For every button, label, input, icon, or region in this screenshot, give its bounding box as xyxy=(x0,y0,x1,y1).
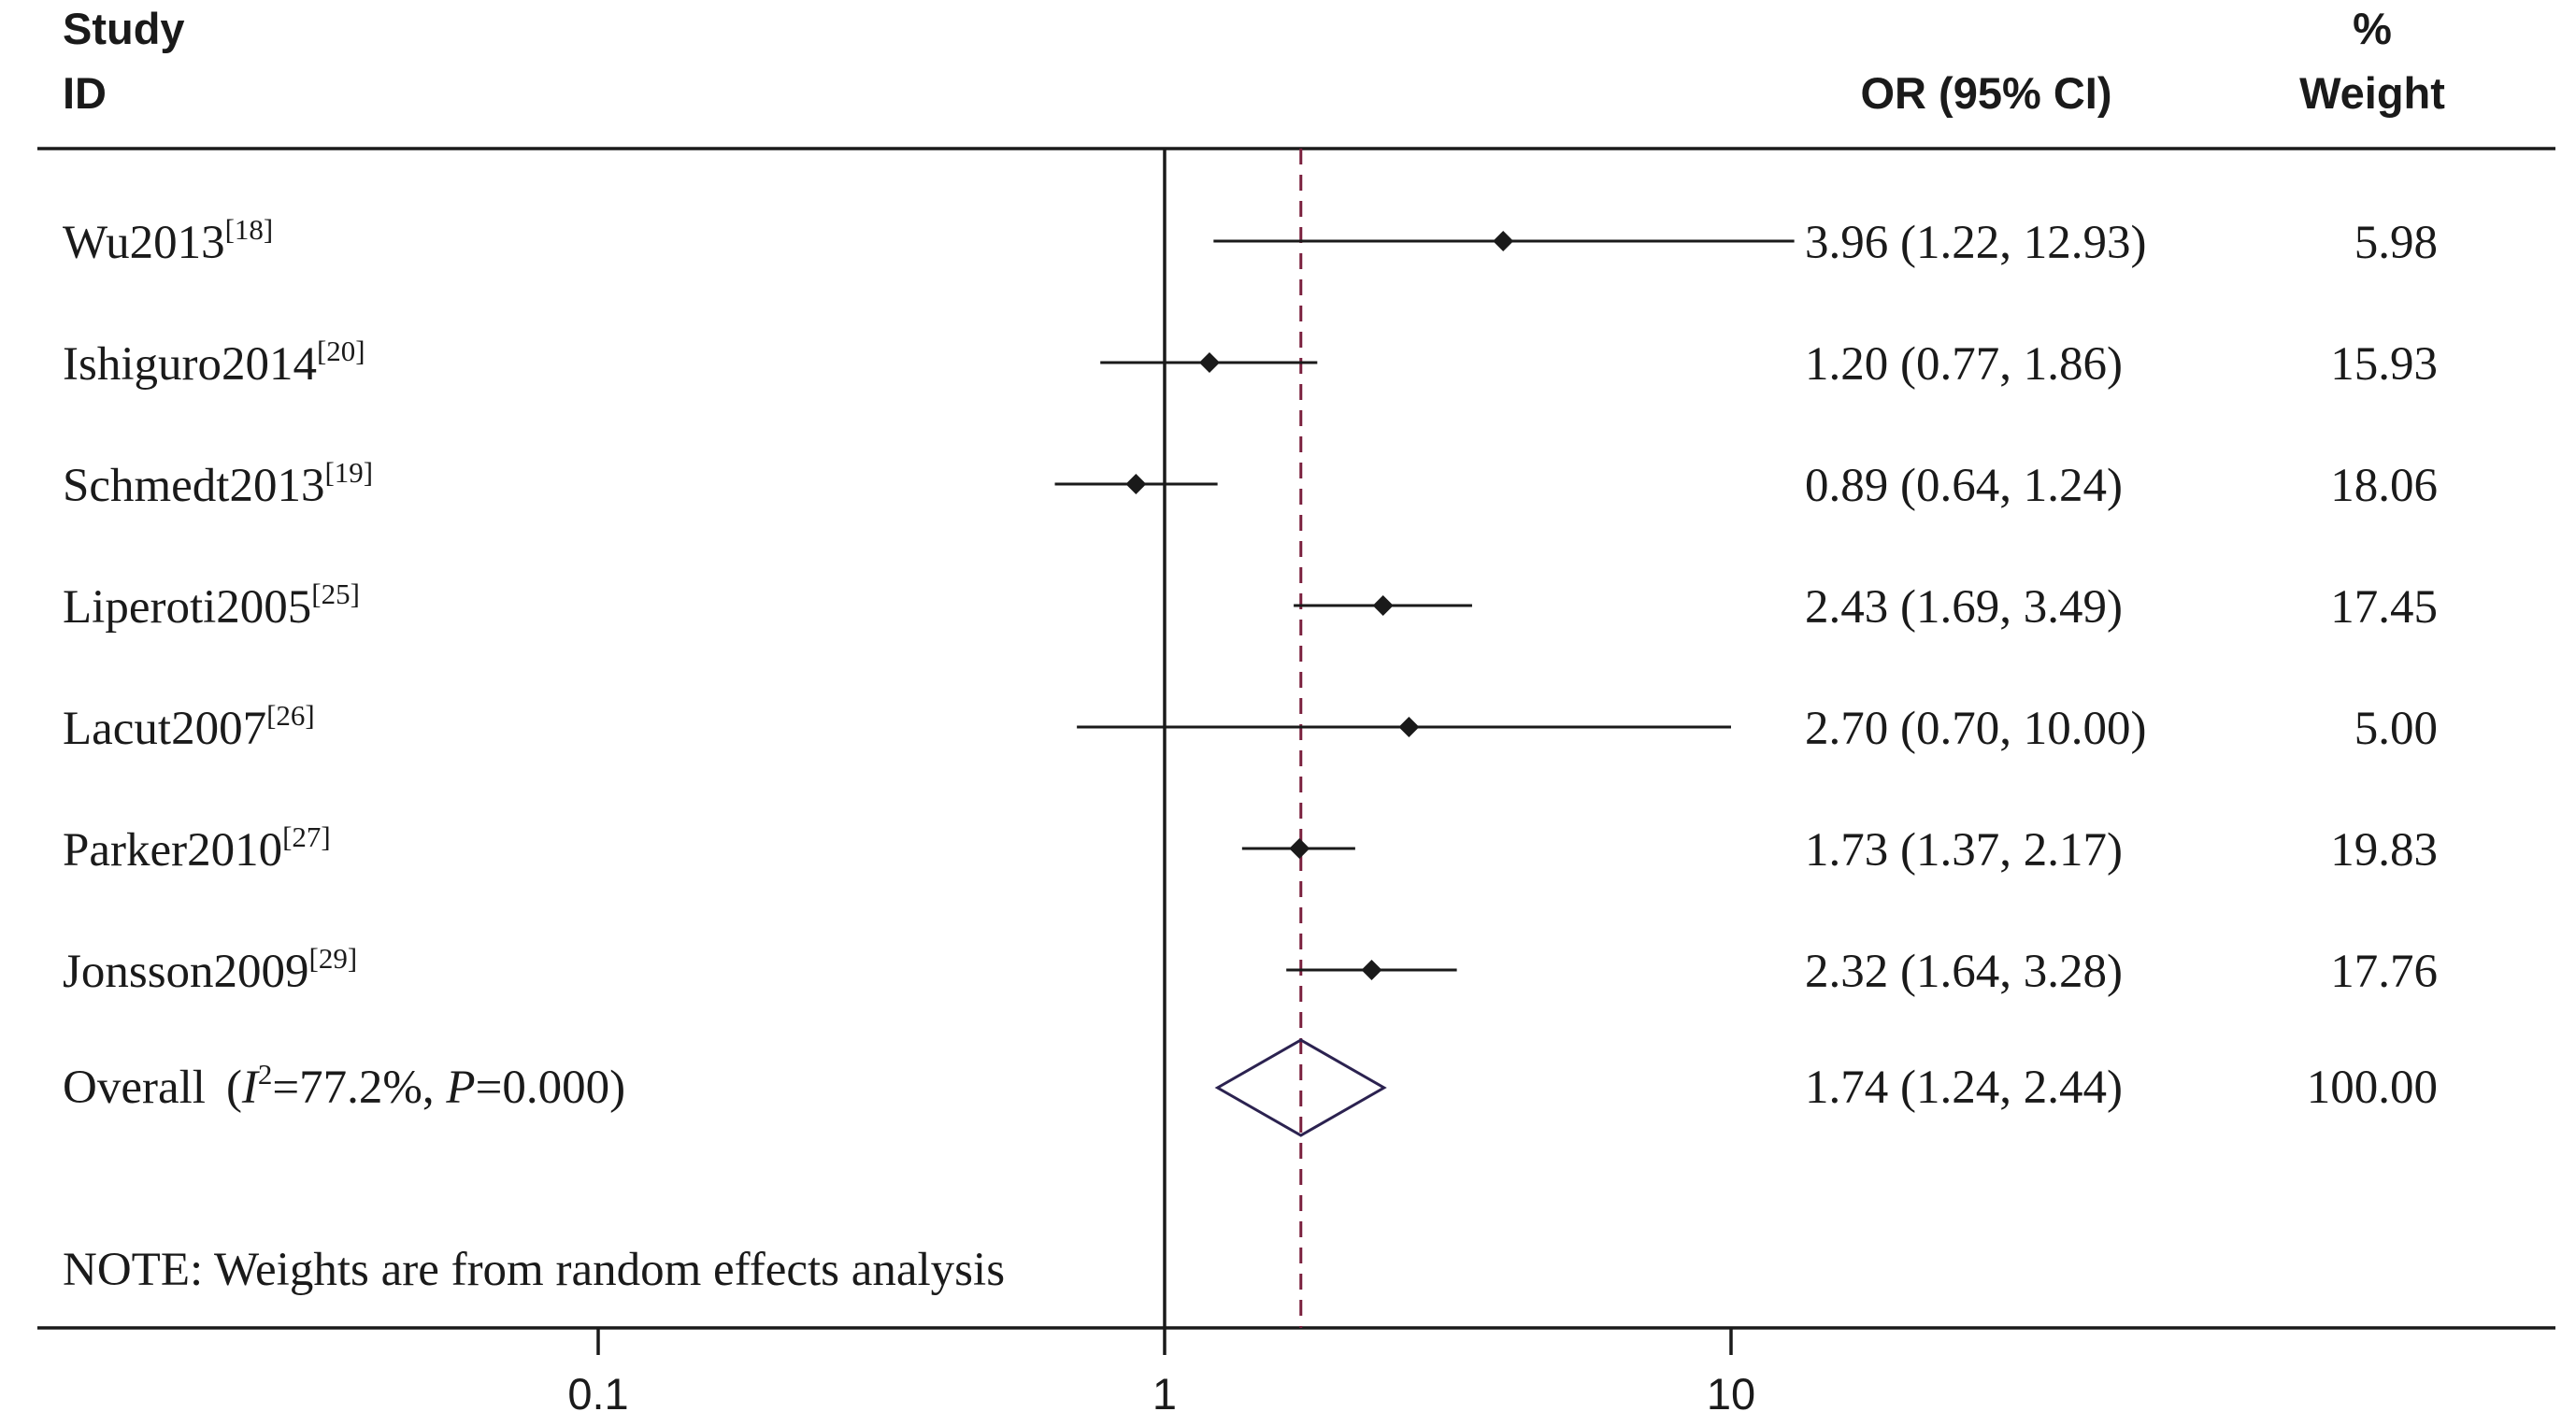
point-estimate xyxy=(1493,231,1514,251)
overall-text: Overall xyxy=(63,1062,206,1114)
study-rows: Wu2013[18] 3.96 (1.22, 12.93) 5.98 Ishiguro… xyxy=(63,213,2438,998)
header-weight: Weight xyxy=(2299,68,2445,118)
header-id: ID xyxy=(63,68,107,118)
point-estimate xyxy=(1289,838,1310,859)
header-or: OR (95% CI) xyxy=(1861,68,2112,118)
study-reference: [26] xyxy=(266,699,315,732)
x-tick-label: 10 xyxy=(1707,1369,1755,1419)
study-reference: [29] xyxy=(309,942,358,975)
study-reference: [18] xyxy=(225,213,274,246)
study-row: Schmedt2013[19] 0.89 (0.64, 1.24) 18.06 xyxy=(63,456,2438,512)
weight-text: 17.76 xyxy=(2330,946,2438,998)
overall-or-text: 1.74 (1.24, 2.44) xyxy=(1805,1062,2123,1114)
weight-text: 5.00 xyxy=(2354,703,2438,755)
study-name: Lacut2007 xyxy=(63,703,266,755)
study-label: Liperoti2005[25] xyxy=(63,578,360,634)
i2-exponent: 2 xyxy=(258,1058,273,1091)
overall-diamond xyxy=(1214,1038,1387,1137)
or-text: 2.43 (1.69, 3.49) xyxy=(1805,581,2123,634)
header-study: Study xyxy=(63,4,185,53)
i2-value: =77.2%, xyxy=(272,1062,446,1114)
study-reference: [27] xyxy=(282,820,331,853)
study-reference: [20] xyxy=(317,335,365,367)
study-label: Parker2010[27] xyxy=(63,820,331,877)
point-estimate xyxy=(1361,960,1382,980)
note: NOTE: Weights are from random effects an… xyxy=(63,1244,1005,1296)
or-text: 3.96 (1.22, 12.93) xyxy=(1805,217,2146,269)
overall-label: Overall (I2=77.2%, P=0.000) xyxy=(63,1058,625,1114)
p-value: =0.000) xyxy=(476,1062,626,1114)
or-text: 0.89 (0.64, 1.24) xyxy=(1805,460,2123,512)
overall-open-paren: ( xyxy=(226,1062,242,1114)
study-row: Ishiguro2014[20] 1.20 (0.77, 1.86) 15.93 xyxy=(63,335,2438,391)
overall-row: Overall (I2=77.2%, P=0.000) 1.74 (1.24, 2… xyxy=(63,1038,2438,1137)
header-weight-symbol: % xyxy=(2353,4,2392,53)
weight-text: 19.83 xyxy=(2330,824,2438,877)
study-label: Wu2013[18] xyxy=(63,213,273,269)
or-text: 1.20 (0.77, 1.86) xyxy=(1805,338,2123,391)
x-axis-ticks: 0.1 1 10 xyxy=(567,1328,1755,1419)
study-name: Liperoti2005 xyxy=(63,581,311,634)
study-name: Parker2010 xyxy=(63,824,282,877)
study-label: Schmedt2013[19] xyxy=(63,456,373,512)
or-text: 2.70 (0.70, 10.00) xyxy=(1805,703,2146,755)
study-reference: [25] xyxy=(311,578,360,610)
study-row: Lacut2007[26] 2.70 (0.70, 10.00) 5.00 xyxy=(63,699,2438,755)
study-name: Ishiguro2014 xyxy=(63,338,317,391)
weight-text: 17.45 xyxy=(2330,581,2438,634)
study-name: Wu2013 xyxy=(63,217,225,269)
weight-text: 15.93 xyxy=(2330,338,2438,391)
i2-symbol: I xyxy=(241,1062,260,1114)
study-row: Liperoti2005[25] 2.43 (1.69, 3.49) 17.45 xyxy=(63,578,2438,634)
study-row: Jonsson2009[29] 2.32 (1.64, 3.28) 17.76 xyxy=(63,942,2438,998)
or-text: 2.32 (1.64, 3.28) xyxy=(1805,946,2123,998)
x-tick-label: 1 xyxy=(1152,1369,1177,1419)
point-estimate xyxy=(1372,595,1394,616)
study-name: Schmedt2013 xyxy=(63,460,324,512)
study-name: Jonsson2009 xyxy=(63,946,309,998)
point-estimate xyxy=(1125,474,1147,494)
point-estimate xyxy=(1398,717,1420,737)
weight-text: 5.98 xyxy=(2354,217,2438,269)
study-row: Parker2010[27] 1.73 (1.37, 2.17) 19.83 xyxy=(63,820,2438,877)
point-estimate xyxy=(1198,352,1220,373)
study-row: Wu2013[18] 3.96 (1.22, 12.93) 5.98 xyxy=(63,213,2438,269)
weight-text: 18.06 xyxy=(2330,460,2438,512)
x-tick-label: 0.1 xyxy=(567,1369,628,1419)
study-label: Jonsson2009[29] xyxy=(63,942,357,998)
study-reference: [19] xyxy=(324,456,373,489)
p-symbol: P xyxy=(445,1062,475,1114)
study-label: Ishiguro2014[20] xyxy=(63,335,365,391)
study-label: Lacut2007[26] xyxy=(63,699,315,755)
or-text: 1.73 (1.37, 2.17) xyxy=(1805,824,2123,877)
overall-weight: 100.00 xyxy=(2307,1062,2438,1114)
